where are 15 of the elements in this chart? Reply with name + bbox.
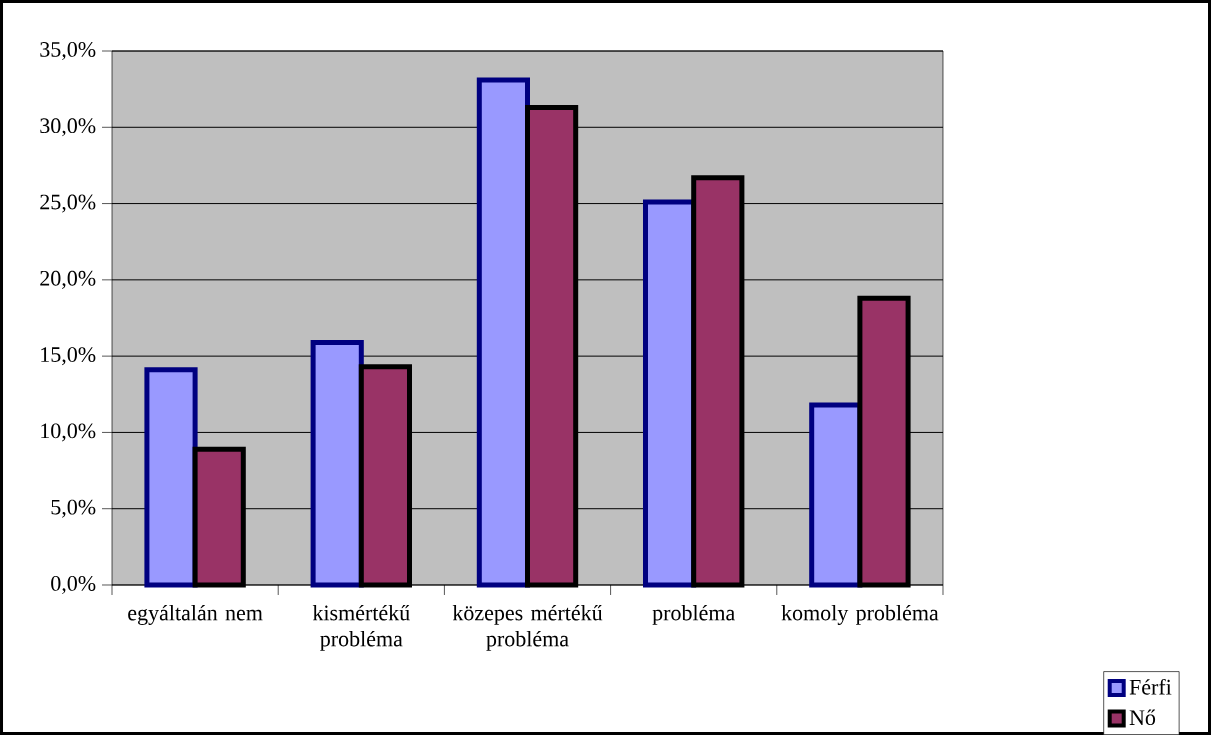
y-tick-label: 15,0% [41,347,96,366]
y-tick-label: 10,0% [41,423,96,442]
x-tick-label: kismértékű probléma [312,604,410,651]
y-tick-label: 20,0% [40,270,96,289]
x-tick-label: komoly probléma [781,604,939,625]
y-tick-label: 25,0% [40,194,96,213]
x-tick-label: egyáltalán nem [128,604,263,625]
x-tick-label: közepes mértékű probléma [452,604,603,651]
x-tick-label: probléma [652,604,735,625]
legend-label: Nő [1129,709,1156,726]
y-tick-label: 30,0% [40,118,96,137]
legend-label: Férfi [1129,678,1172,695]
y-tick-label: 5,0% [51,499,96,518]
y-tick-label: 35,0% [40,41,96,61]
y-tick-label: 0,0% [51,575,96,594]
